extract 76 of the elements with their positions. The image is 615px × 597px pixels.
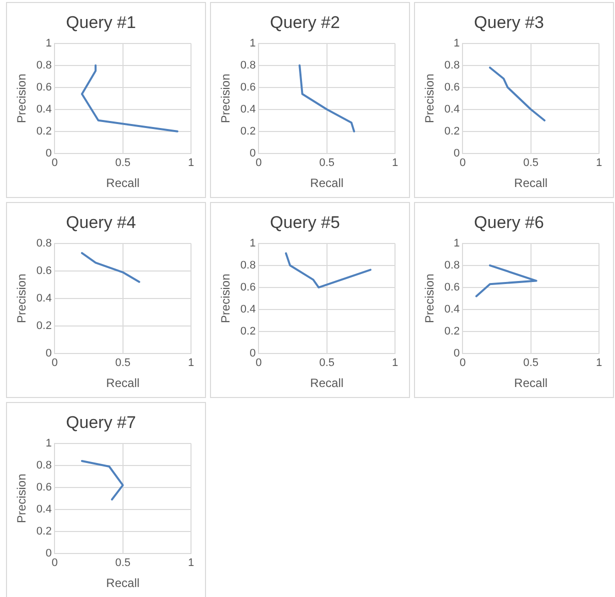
y-tick-label: 0.4 [444,103,460,116]
x-axis-title: Recall [310,376,344,390]
y-tick-label: 0 [46,147,52,160]
y-tick-label: 0.8 [444,59,460,72]
y-tick-label: 0.4 [36,292,52,304]
y-tick-label: 0 [454,347,460,360]
x-axis-title: Recall [106,176,140,190]
chart-title: Query #4 [66,212,136,232]
y-tick-label: 0.2 [444,325,460,338]
y-tick-label: 0.2 [36,125,52,138]
y-axis-title: Precision [422,74,437,124]
y-tick-label: 0.8 [444,259,460,272]
y-axis-title: Precision [422,274,437,324]
x-tick-label: 0.5 [115,357,130,370]
y-tick-label: 0.4 [240,103,256,116]
chart-title: Query #2 [270,12,340,32]
x-tick-label: 0.5 [115,157,130,170]
y-tick-label: 0 [454,147,460,160]
y-tick-label: 0 [46,547,52,560]
y-tick-label: 0.2 [444,125,460,138]
y-tick-label: 0.6 [444,281,460,294]
chart-title: Query #5 [270,212,340,232]
x-axis-title: Recall [106,576,140,590]
y-tick-label: 0.8 [36,459,52,472]
y-axis-title: Precision [14,74,29,124]
chart-title: Query #6 [474,212,544,232]
x-tick-label: 1 [188,157,194,170]
y-tick-label: 0.6 [240,81,256,94]
x-tick-label: 0.5 [523,357,538,370]
x-tick-label: 0.5 [523,157,538,170]
y-tick-label: 0.6 [36,481,52,494]
y-tick-label: 0.8 [36,237,52,250]
y-tick-label: 0 [46,347,52,360]
chart-title: Query #7 [66,412,136,432]
x-tick-label: 0.5 [319,357,334,370]
y-tick-label: 0.4 [444,303,460,316]
y-tick-label: 0.2 [36,525,52,538]
y-tick-label: 1 [250,237,256,250]
x-axis-title: Recall [514,376,548,390]
x-axis-title: Recall [514,176,548,190]
y-tick-label: 0.6 [444,81,460,94]
y-axis-title: Precision [218,74,233,124]
x-tick-label: 0.5 [319,157,334,170]
y-tick-label: 1 [46,37,52,50]
y-tick-label: 1 [454,237,460,250]
y-tick-label: 1 [250,37,256,50]
y-tick-label: 0.6 [240,281,256,294]
y-tick-label: 0.6 [36,264,52,277]
y-tick-label: 0.2 [240,325,256,338]
y-tick-label: 0.2 [36,320,52,332]
y-tick-label: 0.6 [36,81,52,94]
x-tick-label: 0.5 [115,557,130,570]
x-tick-label: 1 [596,357,602,370]
x-tick-label: 1 [392,357,398,370]
chart-title: Query #1 [66,12,136,32]
x-axis-title: Recall [106,376,140,390]
y-tick-label: 0.4 [240,303,256,316]
y-axis-title: Precision [14,274,29,324]
x-tick-label: 1 [188,357,194,370]
x-tick-label: 1 [596,157,602,170]
y-tick-label: 0.8 [36,59,52,72]
y-tick-label: 1 [454,37,460,50]
y-axis-title: Precision [14,474,29,524]
y-tick-label: 1 [46,437,52,450]
x-tick-label: 1 [392,157,398,170]
y-axis-title: Precision [218,274,233,324]
y-tick-label: 0.8 [240,259,256,272]
y-tick-label: 0.4 [36,103,52,116]
x-tick-label: 1 [188,557,194,570]
y-tick-label: 0.2 [240,125,256,138]
y-tick-label: 0.4 [36,503,52,516]
x-axis-title: Recall [310,176,344,190]
chart-title: Query #3 [474,12,544,32]
y-tick-label: 0 [250,347,256,360]
y-tick-label: 0.8 [240,59,256,72]
y-tick-label: 0 [250,147,256,160]
